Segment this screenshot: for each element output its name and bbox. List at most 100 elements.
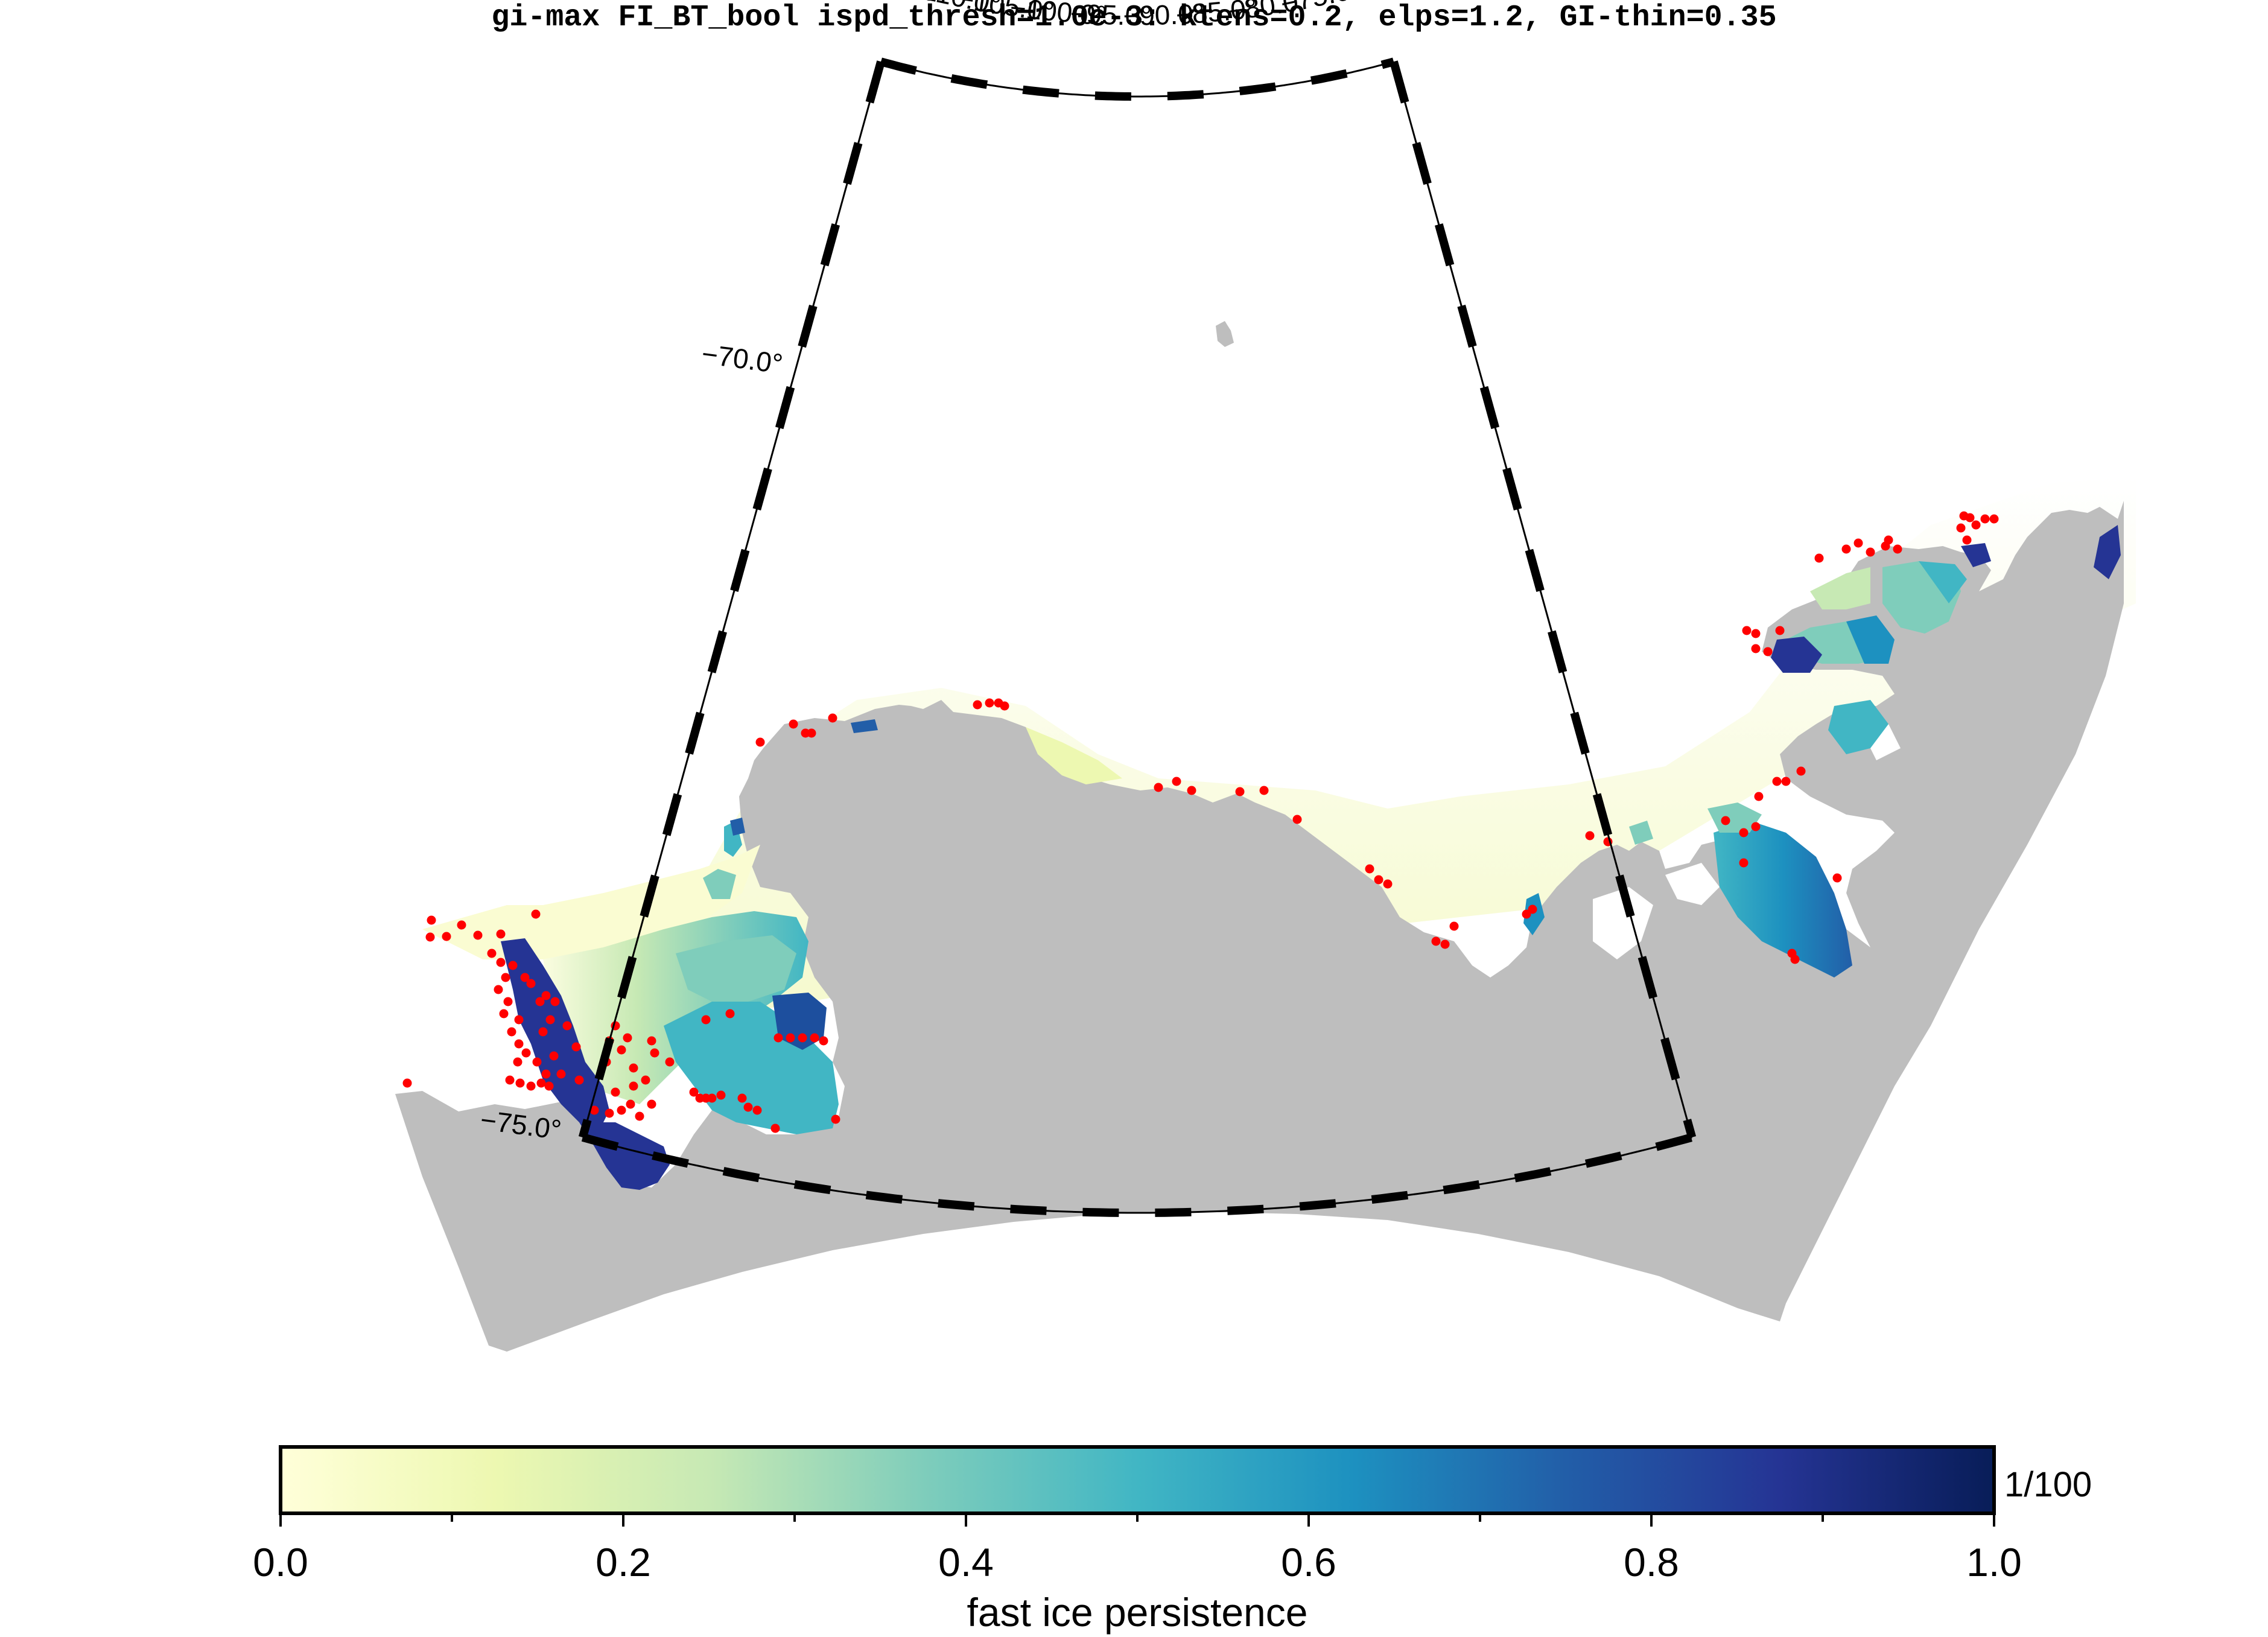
grounded-iceberg-marker — [1775, 626, 1785, 635]
grounded-iceberg-marker — [513, 1057, 523, 1067]
grounded-iceberg-marker — [532, 1057, 542, 1067]
grounded-iceberg-marker — [496, 958, 506, 967]
grounded-iceberg-marker — [1751, 629, 1761, 638]
grounded-iceberg-marker — [1187, 786, 1196, 795]
grounded-iceberg-marker — [1841, 544, 1851, 554]
grounded-iceberg-marker — [1000, 701, 1009, 711]
grounded-iceberg-marker — [701, 1015, 711, 1025]
grounded-iceberg-marker — [641, 1075, 650, 1085]
grounded-iceberg-marker — [535, 997, 545, 1006]
grounded-iceberg-marker — [1739, 858, 1749, 868]
grounded-iceberg-marker — [531, 909, 541, 919]
grounded-iceberg-marker — [562, 1021, 572, 1031]
grounded-iceberg-marker — [629, 1063, 638, 1073]
grounded-iceberg-marker — [574, 1075, 584, 1085]
grounded-iceberg-marker — [1796, 766, 1806, 776]
fast-ice-patch — [1026, 727, 1122, 784]
grounded-iceberg-marker — [973, 700, 982, 710]
fast-ice-patch — [851, 719, 878, 733]
fast-ice-patch — [1828, 700, 1888, 754]
grounded-iceberg-marker — [514, 1039, 524, 1049]
grounded-iceberg-marker — [1172, 777, 1181, 786]
grounded-iceberg-marker — [457, 920, 466, 930]
colorbar-tick-label: 0.2 — [596, 1540, 651, 1585]
grounded-iceberg-marker — [773, 1033, 783, 1043]
fast-ice-patch — [1707, 803, 1762, 833]
grounded-iceberg-marker — [1866, 547, 1875, 557]
grounded-iceberg-marker — [503, 997, 513, 1006]
colorbar-tick-label: 0.8 — [1624, 1540, 1679, 1585]
colorbar-tick-label: 0.6 — [1281, 1540, 1336, 1585]
grounded-iceberg-marker — [1721, 816, 1730, 825]
grounded-iceberg-marker — [647, 1099, 656, 1109]
grounded-iceberg-marker — [501, 973, 510, 982]
grounded-iceberg-marker — [629, 1081, 638, 1091]
grounded-iceberg-marker — [496, 929, 506, 939]
grounded-iceberg-marker — [831, 1114, 840, 1124]
grounded-iceberg-marker — [1154, 783, 1163, 792]
colorbar-label: fast ice persistence — [967, 1590, 1308, 1635]
island — [1216, 321, 1234, 347]
grounded-iceberg-marker — [487, 949, 497, 958]
grounded-iceberg-marker — [1259, 786, 1269, 795]
fast-ice-patch — [1961, 543, 1991, 567]
grounded-iceberg-marker — [1522, 909, 1531, 919]
fast-ice-patch — [703, 869, 736, 899]
grounded-iceberg-marker — [1956, 523, 1966, 533]
grounded-iceberg-marker — [473, 930, 483, 940]
grounded-iceberg-marker — [605, 1108, 614, 1118]
grounded-iceberg-marker — [1431, 936, 1441, 946]
grounded-iceberg-marker — [626, 1099, 635, 1109]
fast-ice-patch — [1846, 615, 1895, 664]
grounded-iceberg-marker — [828, 713, 837, 723]
grounded-iceberg-marker — [1980, 514, 1990, 524]
grounded-iceberg-marker — [743, 1102, 753, 1112]
grounded-iceberg-marker — [1853, 538, 1863, 548]
grounded-iceberg-marker — [1528, 904, 1537, 914]
grounded-iceberg-marker — [1965, 513, 1975, 523]
grounded-iceberg-marker — [507, 1027, 516, 1037]
fast-ice-patch — [1919, 561, 1967, 603]
grounded-iceberg-marker — [755, 737, 765, 747]
grounded-iceberg-marker — [1374, 875, 1383, 885]
grounded-iceberg-marker — [807, 728, 816, 738]
longitude-label: −95.0° — [1070, 0, 1152, 31]
fast-ice-patch — [676, 935, 796, 1002]
grounded-iceberg-marker — [526, 979, 536, 988]
fast-ice-patch — [1714, 821, 1852, 977]
grounded-iceberg-marker — [541, 1069, 551, 1079]
grounded-iceberg-marker — [515, 1078, 525, 1088]
latitude-label: −70.0° — [700, 338, 784, 380]
grounded-iceberg-marker — [752, 1105, 762, 1115]
grounded-iceberg-marker — [520, 973, 530, 982]
grounded-iceberg-marker — [617, 1045, 626, 1055]
grounded-iceberg-marker — [789, 719, 798, 729]
grounded-iceberg-marker — [647, 1036, 656, 1046]
grounded-iceberg-marker — [1962, 535, 1972, 545]
longitude-label: −70.0° — [1329, 0, 1415, 9]
grounded-iceberg-marker — [1832, 873, 1842, 883]
grounded-iceberg-marker — [1751, 644, 1761, 653]
grounded-iceberg-marker — [1884, 535, 1893, 545]
grounded-iceberg-marker — [617, 1105, 626, 1115]
grounded-iceberg-marker — [1754, 792, 1764, 801]
grounded-iceberg-marker — [635, 1111, 644, 1121]
grounded-iceberg-marker — [1893, 544, 1902, 554]
grounded-iceberg-marker — [1971, 520, 1981, 530]
colorbar-scale-label: 1/100 — [2004, 1465, 2092, 1504]
grounded-iceberg-marker — [1365, 864, 1374, 874]
longitude-label: −90.0° — [1123, 0, 1205, 31]
grounded-iceberg-marker — [1989, 514, 1999, 524]
grounded-iceberg-marker — [985, 698, 994, 708]
colorbar: 0.0 0.2 0.4 0.6 0.8 1.0 1/100 fast ice persis… — [253, 1445, 2092, 1635]
grounded-iceberg-marker — [571, 1042, 581, 1052]
grounded-iceberg-marker — [499, 1009, 509, 1019]
grounded-iceberg-marker — [665, 1057, 675, 1067]
grounded-iceberg-marker — [1449, 921, 1459, 931]
grounded-iceberg-marker — [1383, 879, 1393, 889]
grounded-iceberg-marker — [402, 1078, 412, 1088]
grounded-iceberg-marker — [786, 1033, 795, 1043]
grounded-iceberg-marker — [589, 1105, 599, 1115]
grounded-iceberg-marker — [1751, 822, 1761, 831]
